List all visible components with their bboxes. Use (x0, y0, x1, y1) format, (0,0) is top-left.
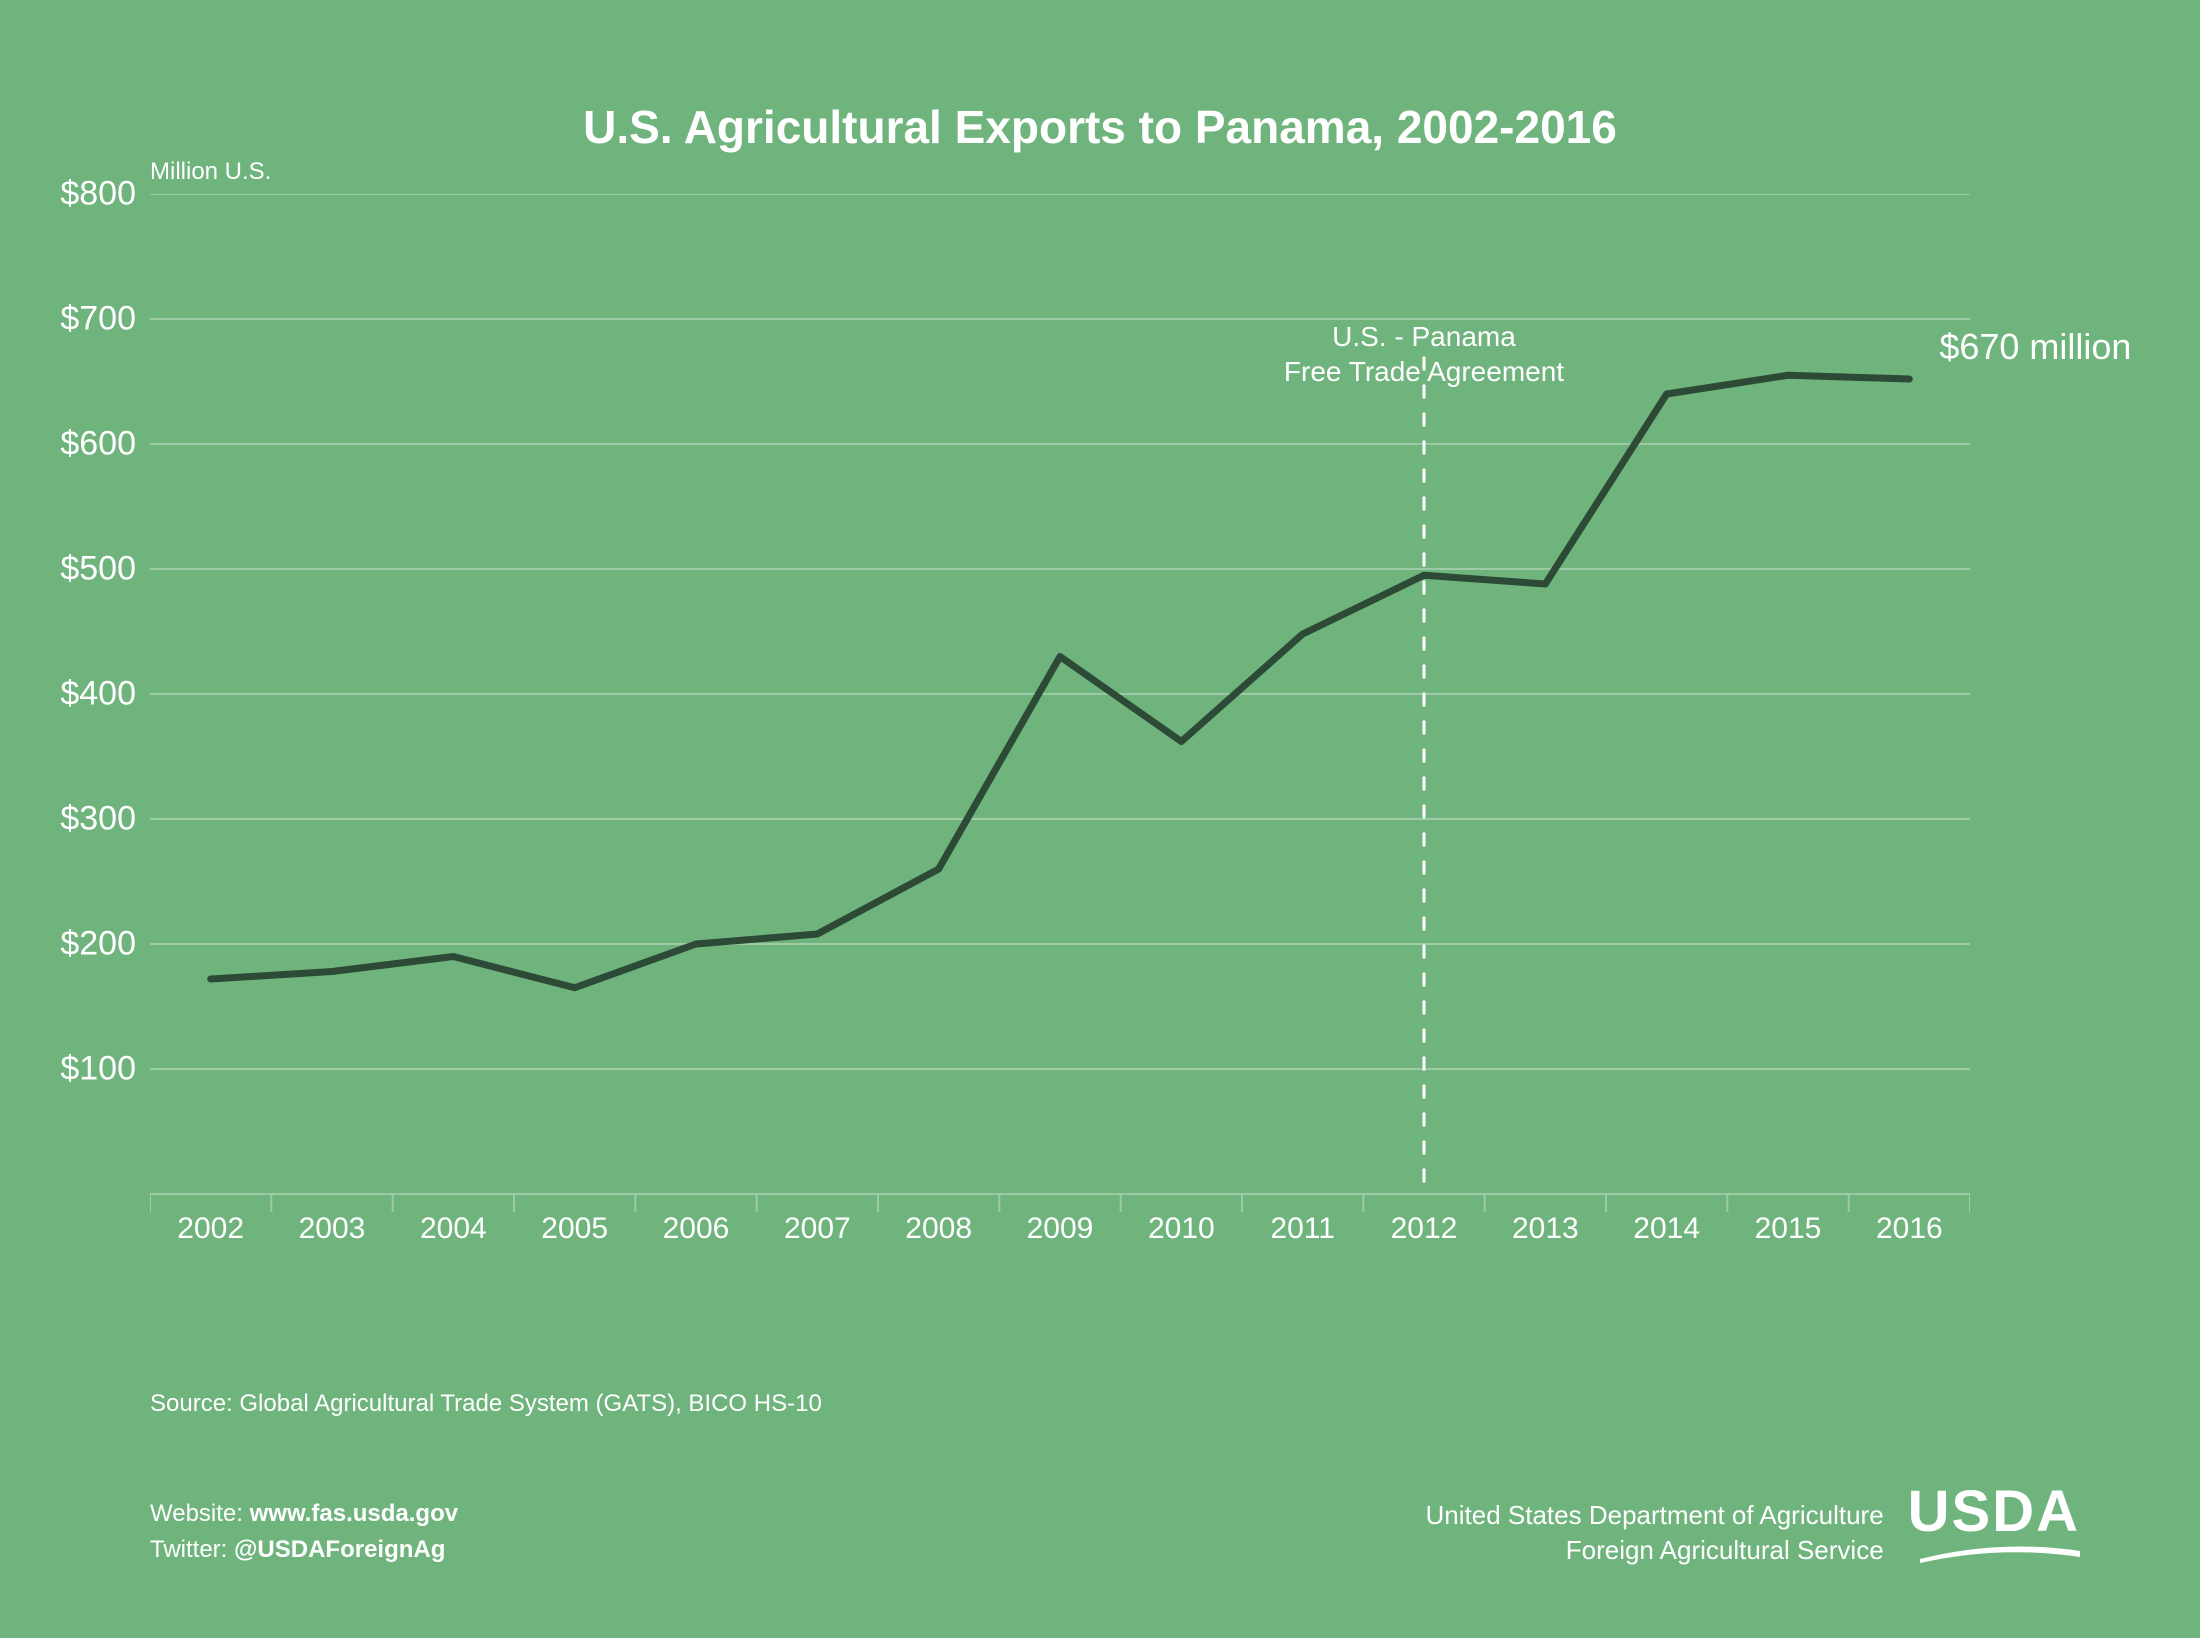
x-tick-label: 2014 (1633, 1194, 1700, 1246)
x-tick-label: 2011 (1270, 1194, 1335, 1246)
source-line: Source: Global Agricultural Trade System… (150, 1390, 2080, 1418)
y-tick-label: $400 (60, 675, 150, 714)
fta-annotation: U.S. - PanamaFree Trade Agreement (1284, 319, 1564, 389)
x-tick-label: 2008 (905, 1194, 972, 1246)
x-tick-label: 2002 (177, 1194, 244, 1246)
x-tick-label: 2010 (1148, 1194, 1215, 1246)
y-tick-label: $300 (60, 800, 150, 839)
chart-svg (150, 194, 1970, 1216)
org-block: United States Department of Agriculture … (1426, 1478, 2080, 1568)
usda-logo-swoosh-icon (1920, 1545, 2080, 1563)
y-axis-unit: Million U.S. (150, 158, 271, 186)
y-tick-label: $800 (60, 175, 150, 214)
x-tick-label: 2013 (1512, 1194, 1579, 1246)
x-tick-label: 2016 (1876, 1194, 1943, 1246)
x-tick-label: 2007 (784, 1194, 851, 1246)
end-value-label: $670 million (1939, 326, 2131, 368)
x-tick-label: 2005 (541, 1194, 608, 1246)
x-tick-label: 2003 (299, 1194, 366, 1246)
y-tick-label: $100 (60, 1050, 150, 1089)
x-tick-label: 2009 (1027, 1194, 1094, 1246)
annotation-line-2: Free Trade Agreement (1284, 354, 1564, 389)
org-line-1: United States Department of Agriculture (1426, 1498, 1884, 1533)
y-tick-label: $500 (60, 550, 150, 589)
plot-area: $100$200$300$400$500$600$700$80020022003… (150, 194, 1970, 1194)
org-line-2: Foreign Agricultural Service (1426, 1533, 1884, 1568)
footer: Source: Global Agricultural Trade System… (150, 1390, 2080, 1568)
twitter-line: Twitter: @USDAForeignAg (150, 1532, 458, 1568)
x-tick-label: 2015 (1755, 1194, 1822, 1246)
chart-title: U.S. Agricultural Exports to Panama, 200… (120, 100, 2080, 154)
y-tick-label: $200 (60, 925, 150, 964)
usda-logo-text: USDA (1908, 1478, 2080, 1545)
x-tick-label: 2012 (1391, 1194, 1458, 1246)
y-tick-label: $600 (60, 425, 150, 464)
data-line (211, 375, 1910, 988)
usda-logo: USDA (1908, 1478, 2080, 1568)
x-tick-label: 2004 (420, 1194, 487, 1246)
website-line: Website: www.fas.usda.gov (150, 1496, 458, 1532)
footer-links: Website: www.fas.usda.gov Twitter: @USDA… (150, 1496, 458, 1568)
x-tick-label: 2006 (663, 1194, 730, 1246)
chart-container: U.S. Agricultural Exports to Panama, 200… (120, 100, 2080, 1194)
annotation-line-1: U.S. - Panama (1284, 319, 1564, 354)
y-tick-label: $700 (60, 300, 150, 339)
